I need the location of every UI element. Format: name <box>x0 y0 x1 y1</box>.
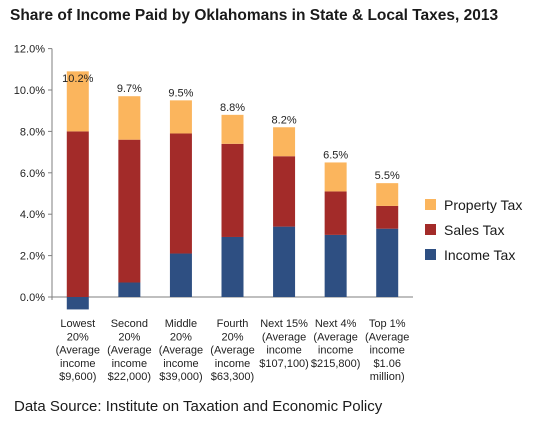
category-label-line: million) <box>370 371 405 383</box>
bar-segment-income-tax <box>376 228 399 297</box>
legend-swatch <box>425 224 436 235</box>
category-label: Next 15% (Average income $107,100) <box>259 318 309 370</box>
bar-segment-sales-tax <box>169 133 192 254</box>
bar-segment-sales-tax <box>324 191 347 235</box>
legend-swatch <box>425 249 436 260</box>
legend-label: Property Tax <box>444 197 522 213</box>
legend-label: Income Tax <box>444 247 515 263</box>
bar-segment-property-tax <box>273 127 296 157</box>
data-source: Data Source: Institute on Taxation and E… <box>14 398 383 415</box>
y-tick-label: 6.0% <box>20 168 45 180</box>
category-label-line: $9,600) <box>59 371 96 383</box>
category-label-line: $39,000) <box>159 371 202 383</box>
bar-segment-sales-tax <box>221 143 244 237</box>
category-label: Next 4% (Average income $215,800) <box>311 318 361 370</box>
y-tick-label: 8.0% <box>20 126 45 138</box>
bar-segment-property-tax <box>324 162 347 192</box>
category-label-line: $63,300) <box>211 371 254 383</box>
category-label-line: (Average <box>313 331 357 343</box>
bar-segment-sales-tax <box>273 156 296 227</box>
category-label-line: $215,800) <box>311 358 361 370</box>
bar-segment-income-tax <box>273 226 296 297</box>
bar-segment-property-tax <box>376 183 399 206</box>
category-label-line: $22,000) <box>108 371 151 383</box>
chart-title: Share of Income Paid by Oklahomans in St… <box>10 7 499 24</box>
category-label-line: income <box>266 345 301 357</box>
bar-segment-property-tax <box>169 100 192 134</box>
total-label: 6.5% <box>323 149 348 161</box>
y-tick-label: 12.0% <box>14 44 45 56</box>
category-label-line: Middle <box>165 318 197 330</box>
category-label-line: income <box>215 358 250 370</box>
bar-segment-property-tax <box>66 71 89 132</box>
category-label: Fourth 20% (Average income $63,300) <box>210 318 254 383</box>
total-label: 9.5% <box>168 87 193 99</box>
category-label-line: Fourth <box>217 318 249 330</box>
legend-swatch <box>425 199 436 210</box>
y-tick-label: 4.0% <box>20 209 45 221</box>
category-label-line: $107,100) <box>259 358 309 370</box>
category-label-line: (Average <box>210 345 254 357</box>
category-label-line: (Average <box>262 331 306 343</box>
category-label-line: 20% <box>221 331 243 343</box>
category-label-line: 20% <box>170 331 192 343</box>
legend-label: Sales Tax <box>444 222 504 238</box>
bar-segment-sales-tax <box>376 205 399 229</box>
y-tick-label: 0.0% <box>20 292 45 304</box>
category-label-line: (Average <box>365 331 409 343</box>
category-label: Middle 20% (Average income $39,000) <box>159 318 203 383</box>
category-label-line: Next 4% <box>315 318 357 330</box>
category-label: Lowest 20% (Average income $9,600) <box>56 318 100 383</box>
bar-segment-income-tax <box>169 253 192 297</box>
category-label-line: (Average <box>159 345 203 357</box>
total-label: 8.8% <box>220 102 245 114</box>
category-label-line: income <box>60 358 95 370</box>
category-label: Second 20% (Average income $22,000) <box>107 318 151 383</box>
category-label-line: (Average <box>56 345 100 357</box>
total-label: 9.7% <box>117 83 142 95</box>
category-label-line: 20% <box>118 331 140 343</box>
category-label-line: income <box>369 345 404 357</box>
bar-segment-property-tax <box>118 96 141 140</box>
category-label-line: $1.06 <box>373 358 401 370</box>
bar-segment-income-tax <box>221 236 244 297</box>
bar-segment-sales-tax <box>66 131 89 297</box>
category-label-line: Top 1% <box>369 318 406 330</box>
bar-segment-income-tax <box>324 234 347 297</box>
total-label: 5.5% <box>375 170 400 182</box>
category-label-line: Second <box>111 318 148 330</box>
category-label-line: income <box>163 358 198 370</box>
total-label: 8.2% <box>272 114 297 126</box>
category-label-line: Next 15% <box>260 318 308 330</box>
category-label-line: income <box>318 345 353 357</box>
category-label: Top 1% (Average income $1.06 million) <box>365 318 409 383</box>
bar-segment-income-tax <box>66 297 89 310</box>
y-tick-label: 10.0% <box>14 85 45 97</box>
bar-segment-sales-tax <box>118 139 141 283</box>
total-label: 10.2% <box>62 73 93 85</box>
y-tick-label: 2.0% <box>20 251 45 263</box>
bar-segment-property-tax <box>221 114 244 144</box>
bar-segment-income-tax <box>118 282 141 297</box>
category-label-line: (Average <box>107 345 151 357</box>
category-label-line: Lowest <box>60 318 95 330</box>
category-label-line: income <box>112 358 147 370</box>
category-label-line: 20% <box>67 331 89 343</box>
